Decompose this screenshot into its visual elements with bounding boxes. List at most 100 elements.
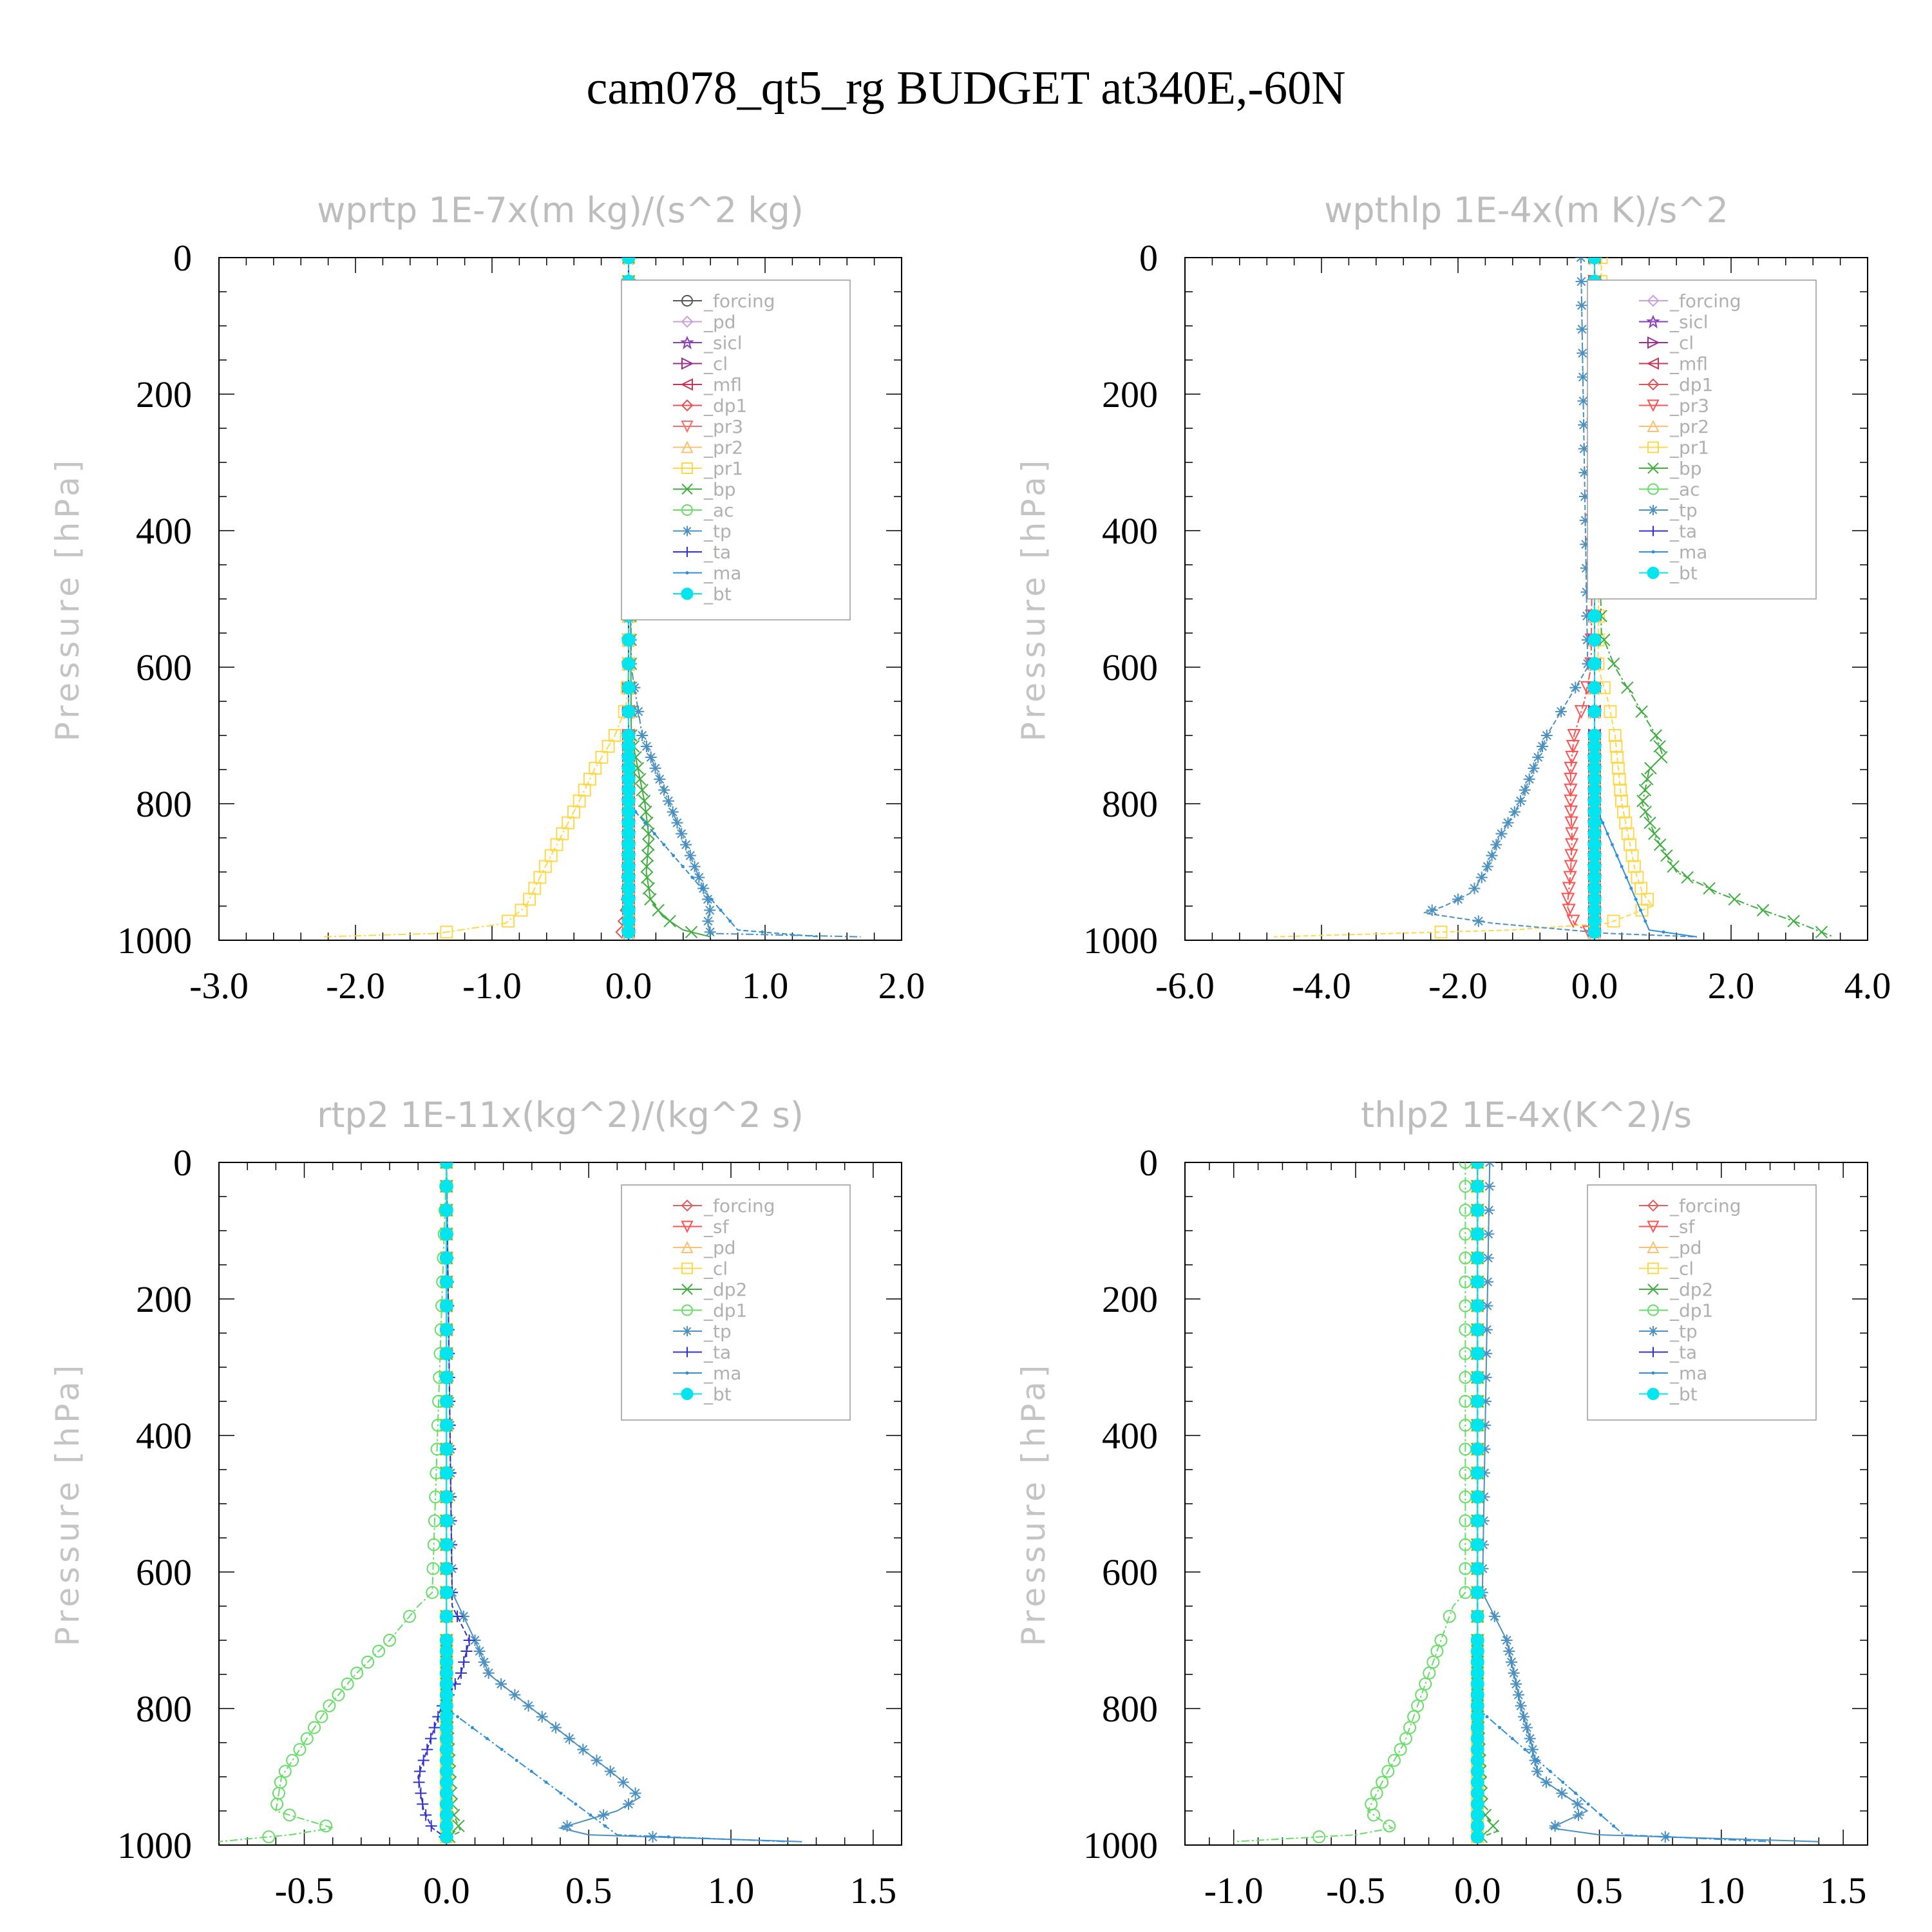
series-marker	[1531, 1765, 1544, 1777]
series-marker	[654, 773, 666, 785]
series-marker	[1519, 784, 1531, 796]
series-marker	[629, 1787, 641, 1799]
legend-label: _dp1	[703, 1300, 747, 1321]
series-marker	[1578, 419, 1590, 431]
legend-box	[621, 1184, 851, 1421]
y-tick-label: 1000	[1083, 1824, 1158, 1866]
legend-entry: _ta	[1639, 1342, 1697, 1363]
series-marker	[1611, 761, 1625, 775]
series-marker	[1470, 1830, 1484, 1844]
legend-box	[621, 279, 851, 621]
series-marker	[640, 860, 653, 873]
series-marker	[1567, 729, 1581, 743]
series-marker	[1581, 610, 1593, 622]
series-marker	[559, 1791, 563, 1795]
series-marker	[1470, 1275, 1484, 1289]
series-marker	[636, 784, 649, 797]
legend-label: _cl	[703, 354, 728, 375]
series-line	[1566, 258, 1595, 934]
series-marker	[1515, 795, 1527, 807]
series-marker	[1569, 681, 1582, 694]
series-marker	[1394, 1743, 1407, 1756]
series-marker	[676, 828, 688, 840]
series-marker	[300, 1732, 314, 1745]
series-marker	[1667, 860, 1680, 873]
x-tick-label: 2.0	[878, 965, 925, 1007]
y-tick-label: 400	[1102, 1415, 1158, 1457]
series-marker	[319, 1819, 333, 1833]
x-tick-label: -4.0	[1292, 965, 1351, 1007]
y-tick-label: 800	[1102, 1688, 1158, 1730]
series-marker	[680, 838, 692, 851]
y-tick-label: 200	[136, 374, 192, 415]
series-marker	[1576, 299, 1588, 312]
series-marker	[278, 1765, 292, 1778]
series-marker	[413, 1776, 425, 1788]
series-marker	[1415, 1688, 1428, 1701]
series-group	[1233, 1162, 1819, 1844]
series-marker	[1756, 904, 1770, 917]
series-marker	[1430, 1644, 1444, 1658]
series-marker	[1634, 897, 1638, 901]
series-dp1	[219, 1162, 453, 1844]
series-marker	[1537, 740, 1549, 752]
series-marker	[439, 1203, 453, 1217]
series-marker	[439, 1562, 453, 1576]
series-marker	[439, 1251, 453, 1265]
series-marker	[1508, 806, 1520, 818]
series-marker	[1586, 1802, 1590, 1806]
series-marker	[1470, 1203, 1484, 1217]
series-marker	[603, 1824, 607, 1828]
series-marker	[667, 1835, 670, 1839]
x-tick-label: 0.0	[1571, 965, 1618, 1007]
series-marker	[640, 740, 652, 752]
series-marker	[1470, 1347, 1484, 1361]
series-marker	[1503, 1645, 1515, 1657]
legend-entry: _bt	[1639, 563, 1698, 584]
legend-entry: _tp	[673, 521, 732, 542]
x-tick-label: -1.0	[462, 965, 522, 1007]
series-marker	[451, 1610, 464, 1622]
legend-entry: _cl	[673, 1258, 728, 1280]
series-marker	[1482, 1204, 1495, 1217]
legend-entry: _bt	[673, 1384, 732, 1405]
series-marker	[1608, 729, 1622, 742]
legend-entry: _sf	[1639, 1217, 1696, 1238]
series-marker	[500, 1748, 504, 1752]
series-marker	[1529, 1754, 1541, 1766]
series-marker	[1611, 843, 1615, 847]
series-marker	[1470, 1299, 1484, 1313]
series-marker	[544, 849, 558, 862]
series-marker	[262, 1830, 276, 1844]
series-marker	[761, 930, 764, 934]
series-marker	[728, 919, 732, 923]
series-marker	[601, 739, 615, 753]
series-marker	[1475, 871, 1488, 884]
x-tick-label: -6.0	[1155, 965, 1215, 1007]
legend: _forcing_pd_sicl_cl_mfl_dp1_pr3_pr2_pr1_…	[621, 279, 851, 621]
series-marker	[1488, 1610, 1501, 1622]
series-marker	[1703, 882, 1716, 895]
series-marker	[457, 1610, 469, 1622]
series-marker	[274, 1776, 287, 1789]
series-marker	[1523, 773, 1535, 785]
series-marker	[621, 705, 636, 719]
series-marker	[1526, 1743, 1539, 1756]
legend-entry: _forcing	[1639, 1195, 1741, 1217]
legend-label: _forcing	[1669, 290, 1741, 312]
legend-label: _ac	[703, 500, 734, 521]
legend-label: _pd	[703, 1237, 736, 1258]
series-marker	[1411, 1699, 1425, 1712]
series-marker	[482, 1667, 495, 1679]
series-marker	[1528, 762, 1540, 774]
series-marker	[460, 1645, 473, 1657]
series-dp1	[1233, 1162, 1472, 1844]
series-marker	[439, 1275, 453, 1289]
series-marker	[1613, 772, 1626, 786]
series-marker	[1580, 538, 1592, 551]
legend: _forcing_sf_pd_cl_dp2_dp1_tp_ta_ma_bt	[1587, 1184, 1817, 1421]
series-marker	[439, 1418, 453, 1432]
panel-title: wpthlp 1E-4x(m K)/s^2	[1324, 190, 1728, 231]
series-marker	[1540, 730, 1553, 741]
legend-label: _dp1	[703, 395, 747, 417]
